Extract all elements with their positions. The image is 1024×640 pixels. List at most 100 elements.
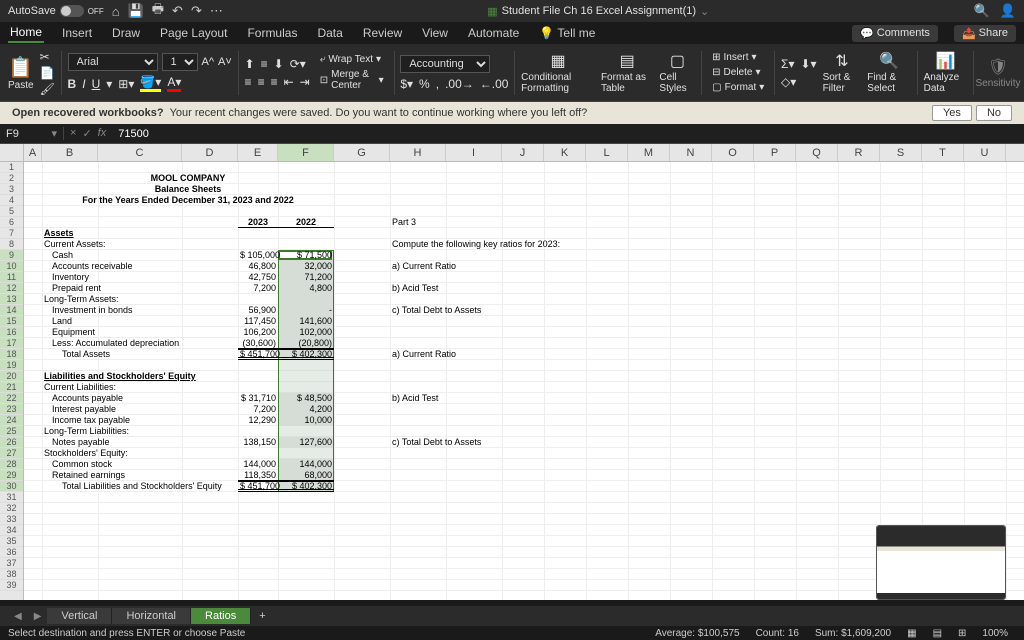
number-format-select[interactable]: Accounting	[400, 55, 490, 73]
cell-B24[interactable]: Income tax payable	[42, 415, 242, 426]
col-header-A[interactable]: A	[24, 144, 42, 161]
inc-decimal-icon[interactable]: .00→	[445, 77, 474, 91]
cell-H26[interactable]: c) Total Debt to Assets	[390, 437, 590, 448]
name-box[interactable]: F9▾	[0, 127, 64, 140]
cell-B21[interactable]: Current Liabilities:	[42, 382, 242, 393]
sheet-nav-prev[interactable]: ◀	[8, 611, 28, 622]
cell-F23[interactable]: 4,200	[278, 404, 334, 415]
row-header-20[interactable]: 20	[0, 371, 23, 382]
autosave-toggle[interactable]: AutoSave OFF	[8, 5, 104, 17]
cell-B12[interactable]: Prepaid rent	[42, 283, 242, 294]
cell-H10[interactable]: a) Current Ratio	[390, 261, 590, 272]
format-painter-icon[interactable]: 🖌	[40, 82, 55, 96]
tab-pagelayout[interactable]: Page Layout	[158, 24, 229, 42]
cell-F22[interactable]: $ 48,500	[278, 393, 334, 404]
row-header-12[interactable]: 12	[0, 283, 23, 294]
cell-B18[interactable]: Total Assets	[42, 349, 242, 360]
col-header-N[interactable]: N	[670, 144, 712, 161]
row-header-27[interactable]: 27	[0, 448, 23, 459]
row-header-4[interactable]: 4	[0, 195, 23, 206]
cell-H18[interactable]: a) Current Ratio	[390, 349, 590, 360]
cell-B26[interactable]: Notes payable	[42, 437, 242, 448]
merge-center-button[interactable]: ⊡ Merge & Center ▾	[316, 68, 388, 92]
paste-button[interactable]: 📋 Paste	[8, 55, 34, 91]
row-header-13[interactable]: 13	[0, 294, 23, 305]
cell-B10[interactable]: Accounts receivable	[42, 261, 242, 272]
row-header-7[interactable]: 7	[0, 228, 23, 239]
row-header-38[interactable]: 38	[0, 569, 23, 580]
cell-H8[interactable]: Compute the following key ratios for 202…	[390, 239, 690, 250]
cell-B27[interactable]: Stockholders' Equity:	[42, 448, 242, 459]
cell-B8[interactable]: Current Assets:	[42, 239, 242, 250]
cell-E23[interactable]: 7,200	[238, 404, 278, 415]
cell-B20[interactable]: Liabilities and Stockholders' Equity	[42, 371, 292, 382]
more-icon[interactable]: ⋯	[210, 3, 223, 19]
row-header-6[interactable]: 6	[0, 217, 23, 228]
spreadsheet-grid[interactable]: ABCDEFGHIJKLMNOPQRSTU 123456789101112131…	[0, 144, 1024, 600]
cell-H14[interactable]: c) Total Debt to Assets	[390, 305, 590, 316]
row-header-29[interactable]: 29	[0, 470, 23, 481]
row-header-21[interactable]: 21	[0, 382, 23, 393]
col-header-T[interactable]: T	[922, 144, 964, 161]
formula-bar[interactable]: 71500	[112, 128, 1024, 140]
autosum-icon[interactable]: Σ▾	[781, 57, 794, 71]
conditional-formatting-button[interactable]: ▦Conditional Formatting	[521, 51, 595, 94]
sheet-tab-vertical[interactable]: Vertical	[47, 608, 112, 624]
fill-color-button[interactable]: 🪣▾	[140, 75, 161, 92]
format-as-table-button[interactable]: ▤Format as Table	[601, 51, 653, 94]
row-header-31[interactable]: 31	[0, 492, 23, 503]
cell-B13[interactable]: Long-Term Assets:	[42, 294, 242, 305]
save-icon[interactable]: 💾	[128, 3, 144, 19]
col-header-K[interactable]: K	[544, 144, 586, 161]
font-grow-icon[interactable]: A^	[202, 56, 215, 68]
row-header-34[interactable]: 34	[0, 525, 23, 536]
col-header-F[interactable]: F	[278, 144, 334, 161]
font-shrink-icon[interactable]: A˅	[218, 56, 232, 68]
cell-H22[interactable]: b) Acid Test	[390, 393, 590, 404]
row-header-5[interactable]: 5	[0, 206, 23, 217]
cell-F26[interactable]: 127,600	[278, 437, 334, 448]
col-header-H[interactable]: H	[390, 144, 446, 161]
enter-formula-icon[interactable]: ✓	[82, 127, 91, 140]
align-center-icon[interactable]: ≡	[258, 75, 265, 89]
font-size-select[interactable]: 12	[162, 53, 198, 71]
cell-F10[interactable]: 32,000	[278, 261, 334, 272]
cell-B22[interactable]: Accounts payable	[42, 393, 242, 404]
tab-automate[interactable]: Automate	[466, 24, 521, 42]
cell-F28[interactable]: 144,000	[278, 459, 334, 470]
format-cells-button[interactable]: ▢ Format ▾	[708, 81, 768, 94]
tab-view[interactable]: View	[420, 24, 450, 42]
account-icon[interactable]: 👤	[1000, 3, 1016, 19]
cell-F15[interactable]: 141,600	[278, 316, 334, 327]
col-header-U[interactable]: U	[964, 144, 1006, 161]
row-header-14[interactable]: 14	[0, 305, 23, 316]
cell-E16[interactable]: 106,200	[238, 327, 278, 338]
font-name-select[interactable]: Arial	[68, 53, 158, 71]
row-header-11[interactable]: 11	[0, 272, 23, 283]
cell-E22[interactable]: $ 31,710	[238, 393, 278, 404]
tab-home[interactable]: Home	[8, 23, 44, 43]
col-header-C[interactable]: C	[98, 144, 182, 161]
comments-button[interactable]: 💬 Comments	[852, 25, 938, 42]
row-header-35[interactable]: 35	[0, 536, 23, 547]
copy-icon[interactable]: 📄	[40, 66, 55, 80]
select-all-corner[interactable]	[0, 144, 24, 161]
row-header-17[interactable]: 17	[0, 338, 23, 349]
row-header-10[interactable]: 10	[0, 261, 23, 272]
view-pagebreak-icon[interactable]: ⊞	[958, 628, 966, 639]
cell-F9[interactable]: $ 71,500	[278, 250, 334, 261]
col-header-Q[interactable]: Q	[796, 144, 838, 161]
share-button[interactable]: 📤 Share	[954, 25, 1016, 42]
sheet-nav-next[interactable]: ▶	[28, 611, 48, 622]
add-sheet-button[interactable]: +	[251, 610, 273, 622]
row-header-9[interactable]: 9	[0, 250, 23, 261]
insert-cells-button[interactable]: ⊞ Insert ▾	[708, 51, 768, 64]
percent-icon[interactable]: %	[419, 77, 430, 91]
cell-F14[interactable]: -	[278, 305, 334, 316]
cell-F24[interactable]: 10,000	[278, 415, 334, 426]
cell-E14[interactable]: 56,900	[238, 305, 278, 316]
comma-icon[interactable]: ,	[436, 77, 439, 91]
msgbar-no-button[interactable]: No	[976, 105, 1012, 121]
cell-B17[interactable]: Less: Accumulated depreciation	[42, 338, 242, 349]
find-select-button[interactable]: 🔍Find & Select	[867, 51, 911, 94]
